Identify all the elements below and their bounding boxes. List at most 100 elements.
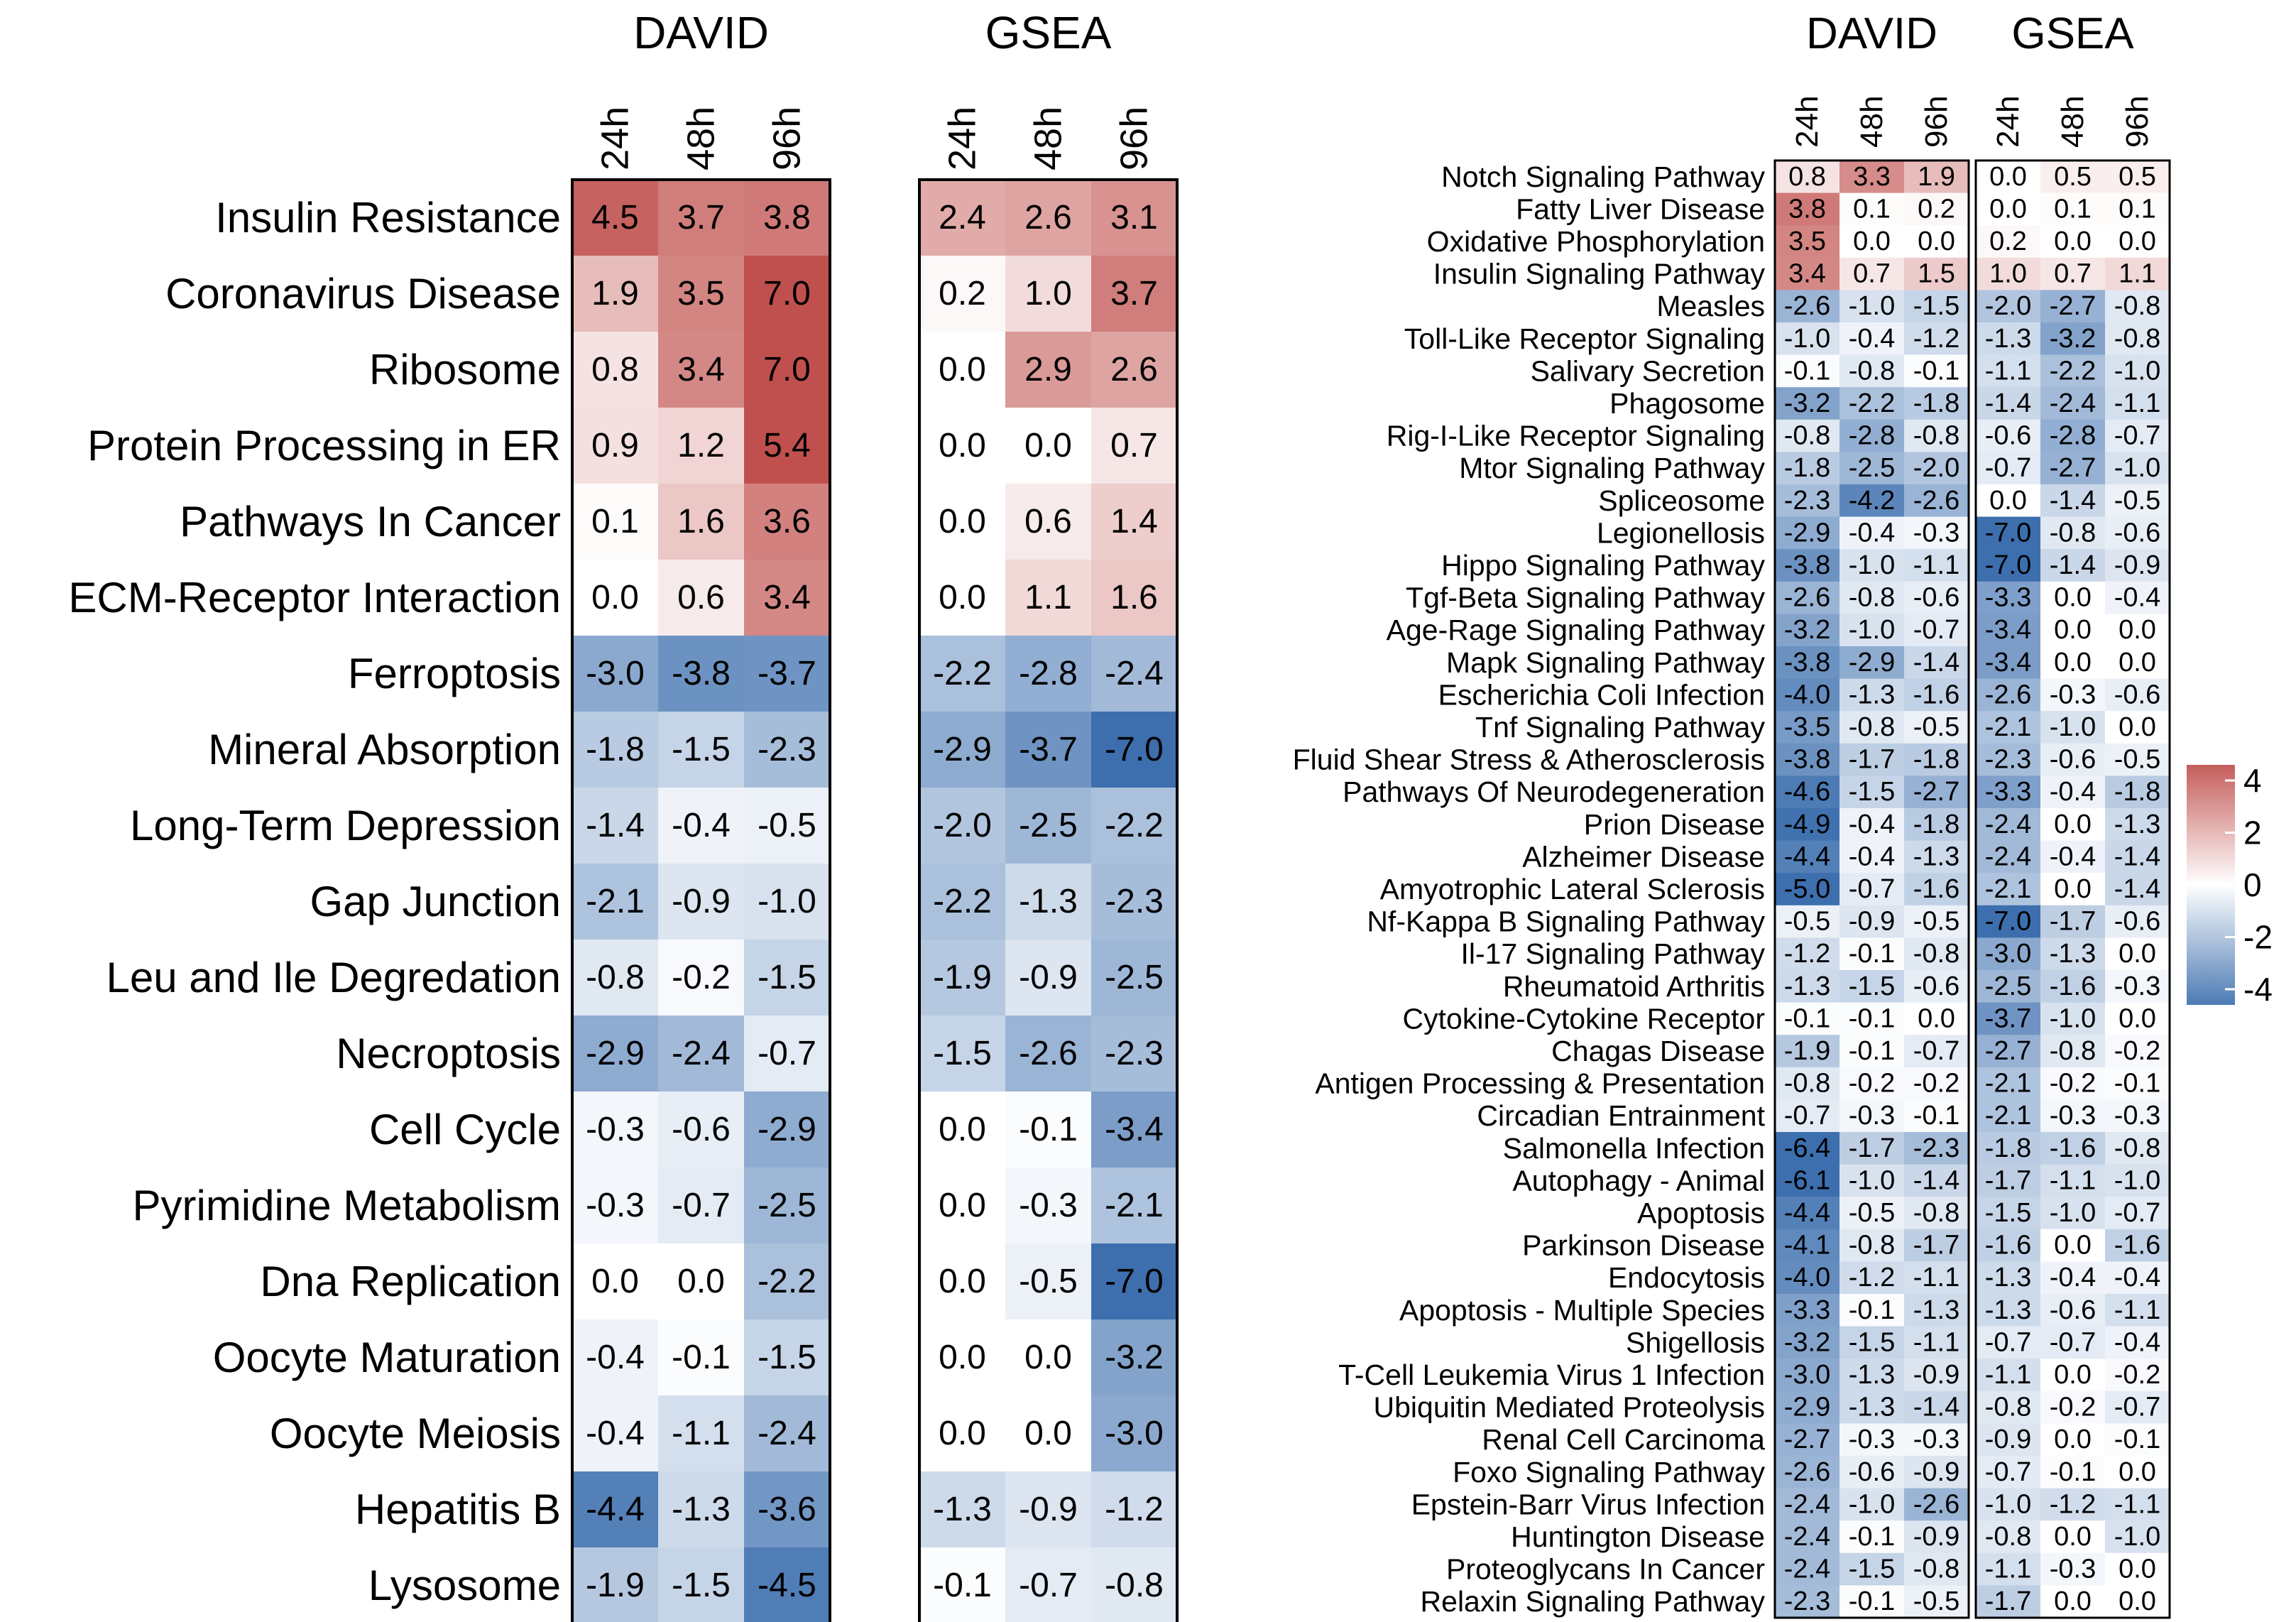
- cell-value-label: -3.3: [1784, 1295, 1830, 1325]
- cell-value-label: 0.2: [1989, 227, 2027, 256]
- row-label: Pathways In Cancer: [180, 498, 561, 545]
- cell-value-label: 0.0: [2119, 712, 2156, 742]
- cell-value-label: -3.0: [1105, 1415, 1164, 1452]
- cell-value-label: -2.5: [1985, 971, 2031, 1001]
- heatmap-cell: [572, 332, 659, 408]
- cell-value-label: -0.1: [1913, 1101, 1959, 1131]
- heatmap-cell: [1976, 1488, 2041, 1521]
- heatmap-cell: [658, 712, 745, 788]
- cell-value-label: -0.7: [2114, 1393, 2160, 1422]
- heatmap-cell: [1839, 549, 1905, 582]
- heatmap-cell: [744, 1092, 831, 1168]
- heatmap-cell: [1976, 1035, 2041, 1068]
- cell-value-label: 7.0: [763, 351, 811, 388]
- cell-value-label: -3.6: [758, 1491, 816, 1528]
- heatmap-cell: [572, 1319, 659, 1396]
- heatmap-cell: [1904, 322, 1969, 356]
- heatmap-cell: [658, 940, 745, 1016]
- cell-value-label: -2.6: [1784, 583, 1830, 613]
- cell-value-label: -0.5: [1849, 1198, 1895, 1228]
- cell-value-label: -1.1: [2050, 1165, 2096, 1195]
- heatmap-cell: [744, 256, 831, 332]
- heatmap-cell: [1904, 775, 1969, 809]
- cell-value-label: -1.5: [758, 959, 816, 996]
- cell-value-label: -4.0: [1784, 1263, 1830, 1292]
- heatmap-cell: [2040, 646, 2106, 680]
- cell-value-label: -0.3: [1019, 1187, 1078, 1224]
- cell-value-label: -0.3: [2114, 1101, 2160, 1131]
- cell-value-label: -1.6: [1913, 680, 1959, 709]
- heatmap-cell: [1976, 1359, 2041, 1392]
- heatmap-cell: [919, 864, 1006, 940]
- row-label: Toll-Like Receptor Signaling: [1404, 322, 1765, 355]
- heatmap-cell: [1976, 387, 2041, 420]
- cell-value-label: -2.7: [2050, 453, 2096, 483]
- heatmap-cell: [1976, 873, 2041, 906]
- cell-value-label: -0.3: [1849, 1425, 1895, 1454]
- cell-value-label: -1.0: [2114, 1165, 2160, 1195]
- row-label: Hippo Signaling Pathway: [1441, 549, 1765, 582]
- cell-value-label: -2.1: [586, 883, 645, 920]
- heatmap-cell: [1775, 1229, 1840, 1262]
- heatmap-cell: [1839, 1326, 1905, 1359]
- heatmap-cell: [2105, 840, 2170, 873]
- heatmap-cell: [2105, 387, 2170, 420]
- cell-value-label: -1.0: [2114, 453, 2160, 483]
- heatmap-cell: [1904, 905, 1969, 938]
- cell-value-label: 3.4: [1788, 259, 1826, 289]
- row-label: Age-Rage Signaling Pathway: [1387, 614, 1766, 646]
- heatmap-cell: [1976, 1390, 2041, 1424]
- cell-value-label: -0.9: [1913, 1522, 1959, 1552]
- cell-value-label: -3.5: [1784, 712, 1830, 742]
- heatmap-cell: [744, 332, 831, 408]
- cell-value-label: -1.2: [1105, 1491, 1164, 1528]
- column-label-david-96h: 96h: [1919, 96, 1954, 148]
- cell-value-label: -0.9: [1019, 959, 1078, 996]
- cell-value-label: -1.5: [1849, 1555, 1895, 1584]
- heatmap-cell: [1091, 256, 1178, 332]
- heatmap-cell: [1976, 581, 2041, 614]
- cell-value-label: -0.6: [2050, 745, 2096, 775]
- cell-value-label: -1.6: [2114, 1231, 2160, 1261]
- cell-value-label: 0.5: [2119, 162, 2156, 192]
- heatmap-cell: [1976, 257, 2041, 290]
- heatmap-cell: [744, 1319, 831, 1396]
- cell-value-label: 0.0: [2054, 810, 2092, 839]
- cell-value-label: -2.9: [933, 731, 992, 768]
- heatmap-cell: [1976, 419, 2041, 452]
- row-label: Chagas Disease: [1551, 1035, 1765, 1067]
- heatmap-cell: [658, 636, 745, 712]
- heatmap-cell: [919, 712, 1006, 788]
- cell-value-label: -2.2: [758, 1263, 816, 1300]
- heatmap-cell: [2105, 160, 2170, 194]
- heatmap-cell: [1775, 225, 1840, 258]
- heatmap-cell: [1839, 1035, 1905, 1068]
- cell-value-label: -2.4: [1784, 1555, 1830, 1584]
- cell-value-label: -1.4: [1913, 648, 1959, 677]
- cell-value-label: -2.7: [1913, 777, 1959, 807]
- cell-value-label: 1.1: [1024, 579, 1072, 616]
- cell-value-label: -1.6: [1985, 1231, 2031, 1261]
- group-title-david: DAVID: [1806, 9, 1937, 58]
- heatmap-cell: [1775, 1132, 1840, 1165]
- heatmap-cell: [1904, 549, 1969, 582]
- cell-value-label: -2.3: [1105, 883, 1164, 920]
- heatmap-cell: [1005, 484, 1092, 560]
- cell-value-label: 0.8: [591, 351, 639, 388]
- cell-value-label: 0.0: [1918, 227, 1955, 256]
- row-label: Autophagy - Animal: [1512, 1164, 1765, 1197]
- heatmap-cell: [2040, 160, 2106, 194]
- cell-value-label: -0.8: [2050, 1036, 2096, 1066]
- row-label: Circadian Entrainment: [1477, 1099, 1765, 1132]
- heatmap-cell: [1775, 1261, 1840, 1295]
- heatmap-cell: [744, 636, 831, 712]
- cell-value-label: -2.3: [1784, 1586, 1830, 1616]
- heatmap-cell: [1005, 636, 1092, 712]
- heatmap-cell: [1775, 1099, 1840, 1133]
- heatmap-cell: [1775, 387, 1840, 420]
- cell-value-label: -1.7: [1913, 1231, 1959, 1261]
- heatmap-cell: [2105, 1585, 2170, 1618]
- cell-value-label: -2.1: [1985, 1069, 2031, 1099]
- cell-value-label: -2.2: [933, 883, 992, 920]
- cell-value-label: -1.1: [1985, 1555, 2031, 1584]
